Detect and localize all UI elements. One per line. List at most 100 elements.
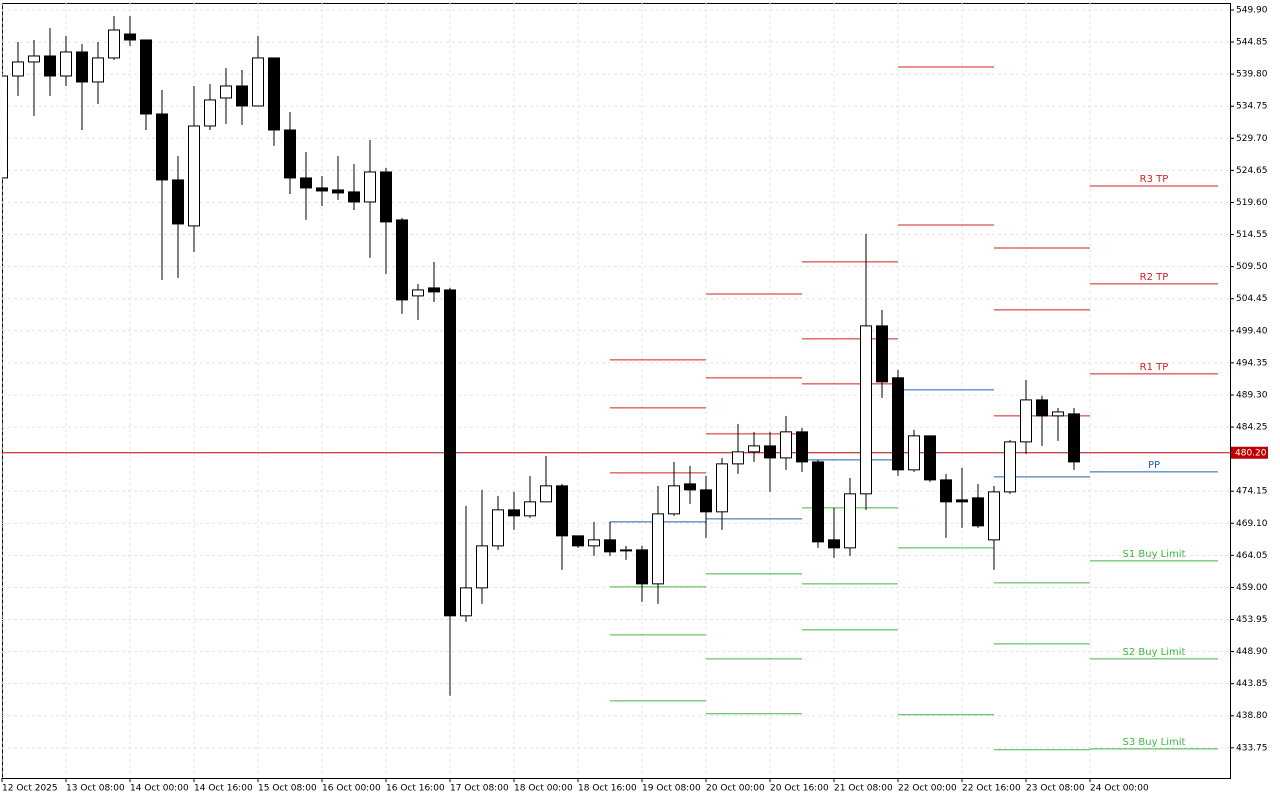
candle-body [316,187,328,192]
candle-body [140,39,152,115]
candle [652,485,664,604]
candle-body [428,287,440,293]
x-tick-label: 20 Oct 00:00 [706,784,765,794]
candle-body [12,61,24,77]
candle [716,457,728,530]
x-tick-label: 22 Oct 16:00 [962,784,1021,794]
y-tick-label: 519.60 [1236,198,1268,208]
candle [268,57,280,146]
candle [236,69,248,125]
x-tick-label: 24 Oct 00:00 [1090,784,1149,794]
candle [204,83,216,130]
y-tick-label: 459.00 [1236,583,1268,593]
candle-body [188,125,200,227]
candle [76,43,88,130]
candle-body [2,75,8,179]
candle [252,35,264,107]
candle [396,217,408,314]
candle-body [364,171,376,203]
candle [780,415,792,470]
candle [316,175,328,206]
candle [956,467,968,528]
candle [12,42,24,96]
candle-body [1004,441,1016,493]
candle [1068,407,1080,470]
candle [732,423,744,474]
y-tick-label: 484.25 [1236,423,1268,433]
x-tick-label: 22 Oct 00:00 [898,784,957,794]
y-tick-label: 549.90 [1236,5,1268,15]
candle [828,507,840,558]
candle-body [1052,411,1064,417]
candle-body [684,483,696,491]
candle-body [444,289,456,617]
candle [908,429,920,472]
y-tick-label: 453.95 [1236,615,1268,625]
candle-body [332,189,344,194]
candle [364,139,376,258]
candle-body [700,489,712,513]
candle-body [460,587,472,617]
x-tick-label: 17 Oct 08:00 [450,784,509,794]
candle-body [668,485,680,515]
candle-body [716,463,728,513]
candle-body [876,325,888,383]
candle-body [860,325,872,495]
candle-body [940,479,952,503]
candle-body [44,55,56,77]
candle-body [60,51,72,77]
candle [460,505,472,622]
y-tick-label: 443.85 [1236,679,1268,689]
candle [60,35,72,86]
candle-body [252,57,264,107]
x-tick-label: 23 Oct 08:00 [1026,784,1085,794]
candle-body [348,191,360,203]
current-price-label: 480.20 [1235,448,1267,458]
y-tick-label: 544.85 [1236,38,1268,48]
candle [620,545,632,560]
candle [812,459,824,548]
candle-body [636,549,648,585]
y-tick-label: 504.45 [1236,294,1268,304]
y-tick-label: 509.50 [1236,262,1268,272]
x-tick-label: 20 Oct 16:00 [770,784,829,794]
candle-body [1020,399,1032,443]
candle [412,283,424,320]
candle [444,287,456,696]
candle-body [76,51,88,83]
candle-body [396,219,408,301]
candle [636,545,648,602]
candle-body [956,499,968,503]
support-line-label: S1 Buy Limit [1123,549,1186,560]
candle [524,475,536,518]
candle-body [380,171,392,223]
resistance-line-label: R1 TP [1140,362,1169,373]
y-tick-label: 464.05 [1236,551,1268,561]
candle [476,489,488,604]
x-tick-label: 19 Oct 08:00 [642,784,701,794]
y-tick-label: 514.55 [1236,230,1268,240]
resistance-line-label: R2 TP [1140,272,1169,283]
candle-body [300,177,312,189]
candle [668,461,680,516]
x-tick-label: 16 Oct 16:00 [386,784,445,794]
candle [588,521,600,556]
candle [924,435,936,482]
candle [972,483,984,528]
candle [1036,395,1048,446]
candle-body [780,431,792,459]
y-tick-label: 469.10 [1236,519,1268,529]
support-line-label: S3 Buy Limit [1123,737,1186,748]
candle-body [620,549,632,552]
y-tick-label: 499.40 [1236,326,1268,336]
candle-body [28,55,40,63]
plot-frame [2,3,1231,779]
candle-body [748,445,760,453]
candle [380,167,392,274]
candle-body [924,435,936,481]
y-tick-label: 474.15 [1236,487,1268,497]
candle [1004,439,1016,494]
x-tick-label: 12 Oct 2025 [2,784,58,794]
